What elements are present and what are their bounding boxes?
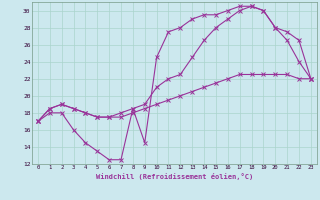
- X-axis label: Windchill (Refroidissement éolien,°C): Windchill (Refroidissement éolien,°C): [96, 173, 253, 180]
